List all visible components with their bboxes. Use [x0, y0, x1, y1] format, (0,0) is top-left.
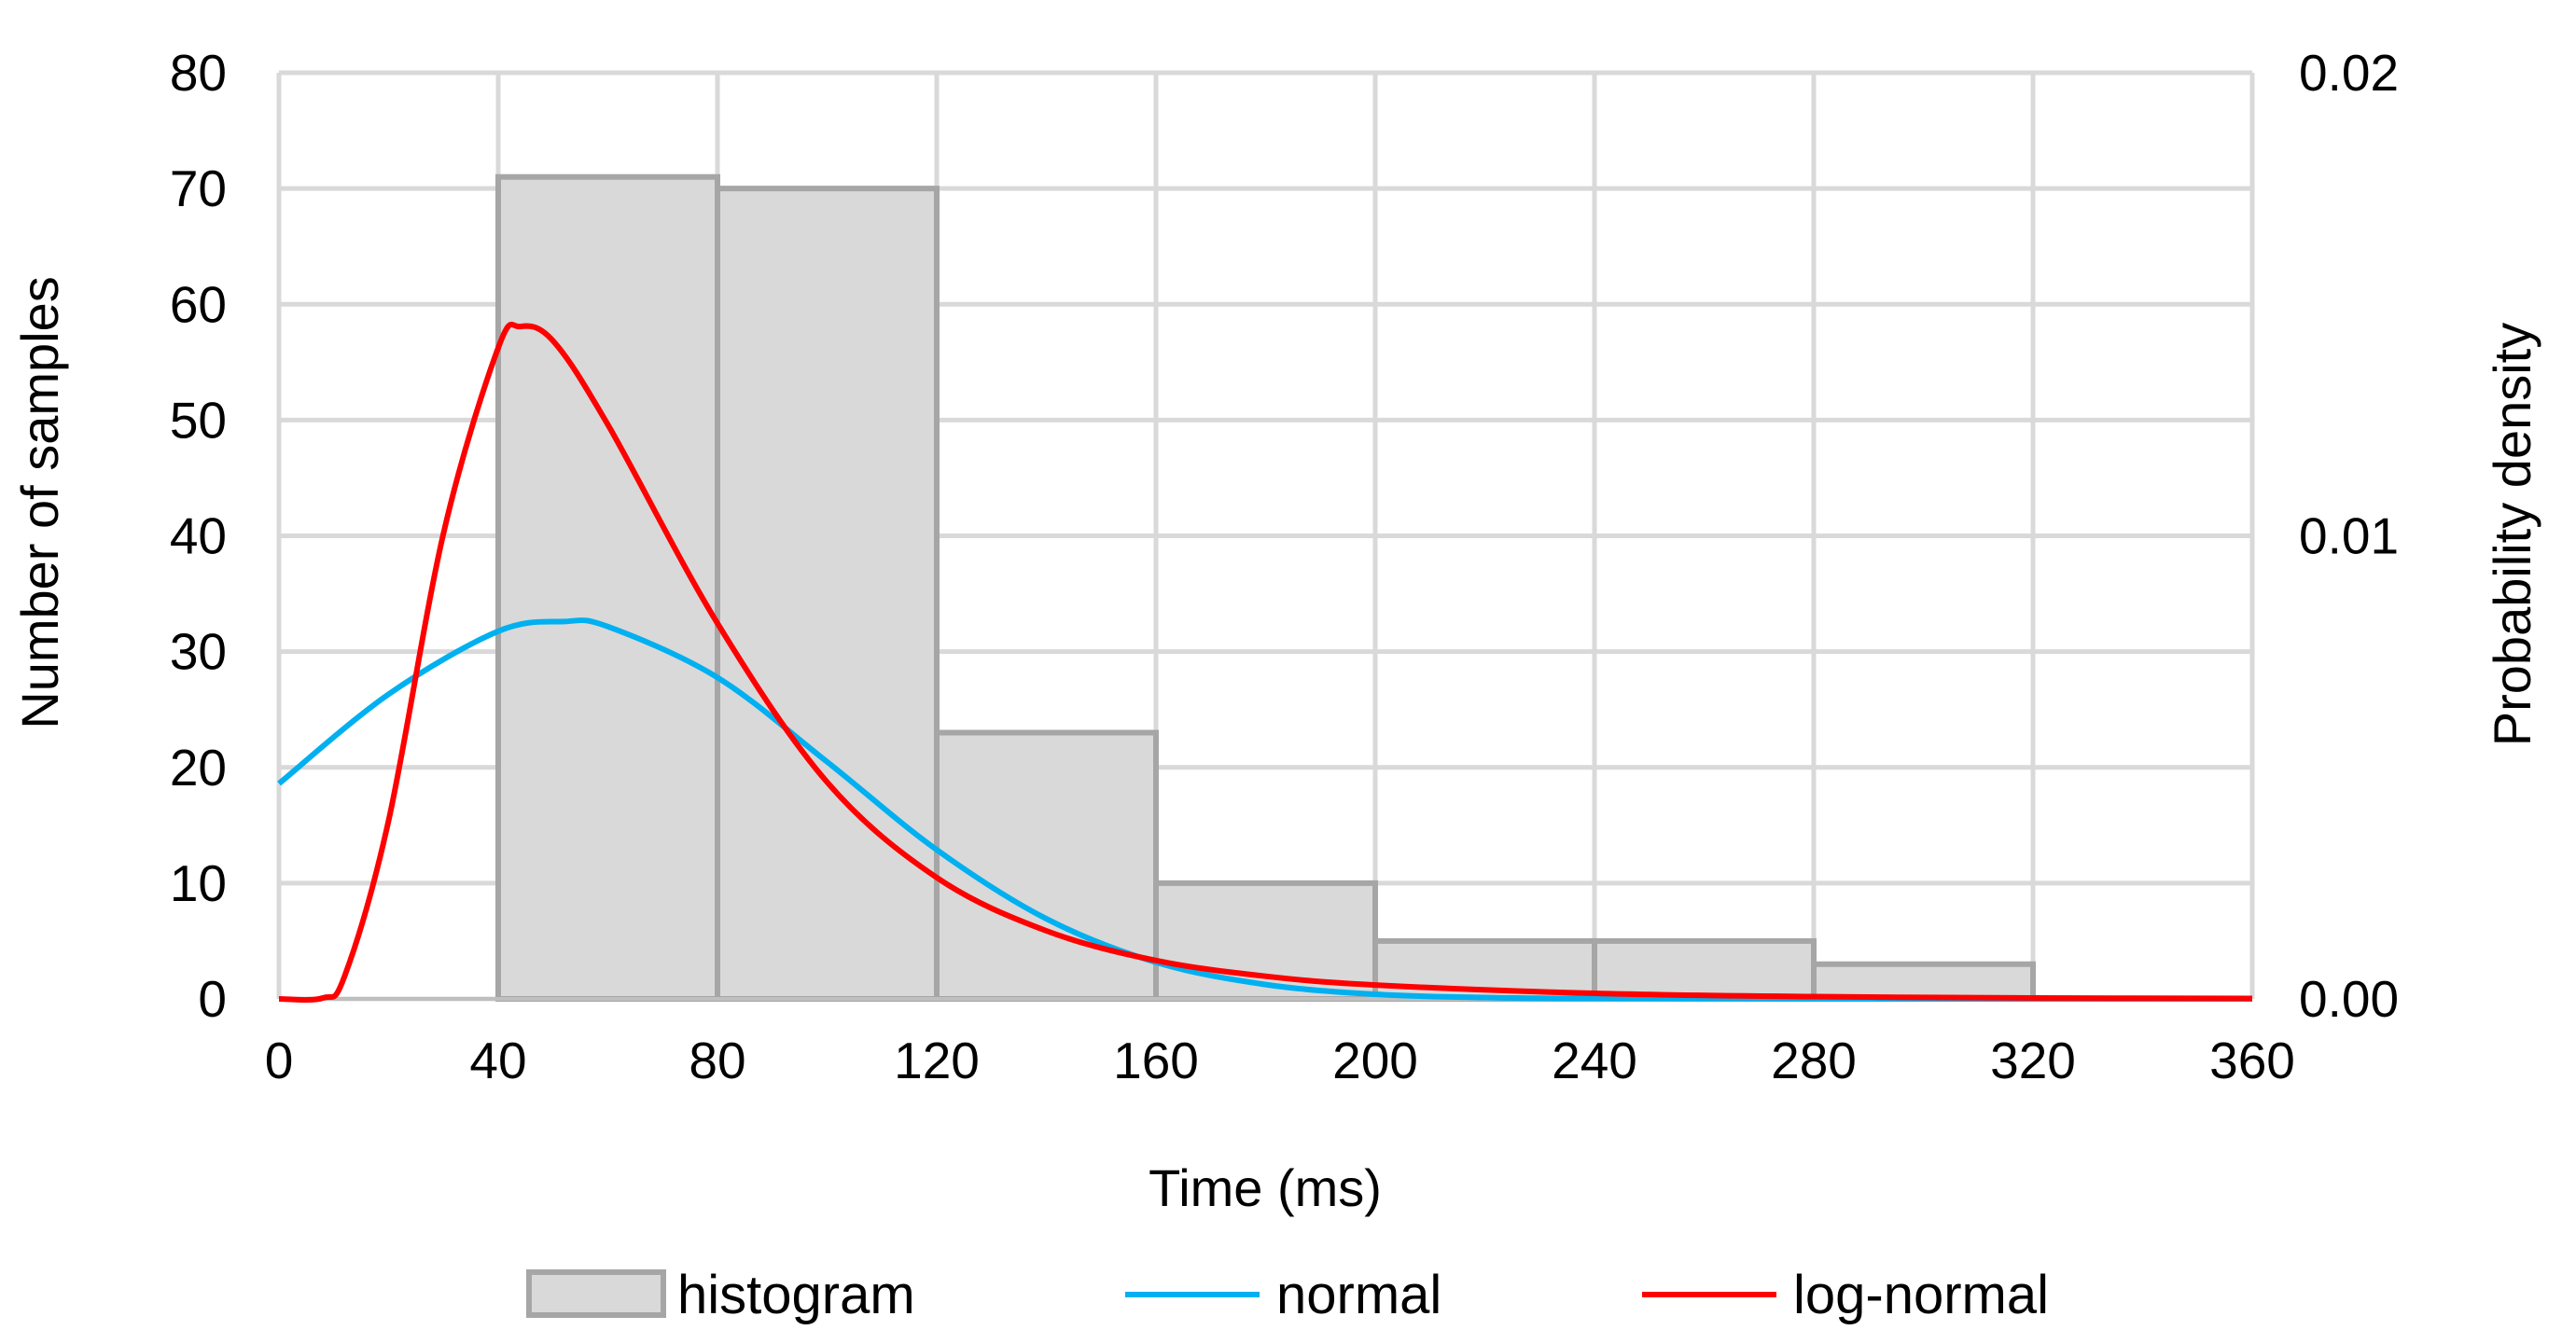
y-tick-label: 30 — [170, 623, 227, 681]
y-tick-label: 20 — [170, 739, 227, 797]
legend-normal-label: normal — [1276, 1265, 1441, 1325]
x-tick-label: 360 — [2209, 1032, 2295, 1089]
x-tick-label: 40 — [469, 1032, 526, 1089]
x-tick-label: 240 — [1552, 1032, 1637, 1089]
y-tick-label: 70 — [170, 159, 227, 217]
y2-axis-title: Probability density — [2483, 323, 2541, 746]
x-tick-label: 280 — [1771, 1032, 1857, 1089]
histogram-bars — [495, 173, 2036, 1002]
y-tick-label: 50 — [170, 391, 227, 449]
density-lines — [277, 321, 2253, 1004]
legend-histogram-swatch — [526, 1269, 666, 1318]
y2-tick-label: 0.01 — [2299, 507, 2399, 565]
x-tick-label: 0 — [265, 1032, 294, 1089]
y-tick-label: 80 — [170, 44, 227, 102]
x-axis-title: Time (ms) — [1149, 1158, 1382, 1217]
y-tick-label: 40 — [170, 507, 227, 565]
y2-tick-label: 0.02 — [2299, 44, 2399, 102]
x-tick-label: 200 — [1332, 1032, 1418, 1089]
histogram-bar — [1592, 937, 1817, 1002]
x-tick-label: 120 — [894, 1032, 980, 1089]
histogram-bar — [715, 186, 940, 1002]
histogram-bar — [934, 729, 1159, 1002]
log-normal-curve — [278, 321, 2253, 1004]
legend-histogram-label: histogram — [677, 1265, 915, 1325]
y2-tick-label: 0.00 — [2299, 970, 2399, 1028]
x-tick-label: 320 — [1990, 1032, 2076, 1089]
x-tick-label: 160 — [1113, 1032, 1199, 1089]
legend-log-normal-label: log-normal — [1793, 1265, 2049, 1325]
y-tick-label: 60 — [170, 275, 227, 333]
y-tick-label: 0 — [198, 970, 227, 1028]
tick-labels: 0 40 80 120 160 200 240 280 320 360 0 10 20 30 40 50 60 7… — [170, 44, 2399, 1089]
histogram-bar — [1811, 961, 2036, 1002]
y-axis-title: Number of samples — [10, 276, 69, 729]
histogram-bar — [495, 173, 720, 1002]
y-tick-label: 10 — [170, 854, 227, 912]
legend: histogram normal log-normal — [526, 1265, 2049, 1325]
normal-curve — [277, 617, 2253, 1003]
x-tick-label: 80 — [689, 1032, 745, 1089]
